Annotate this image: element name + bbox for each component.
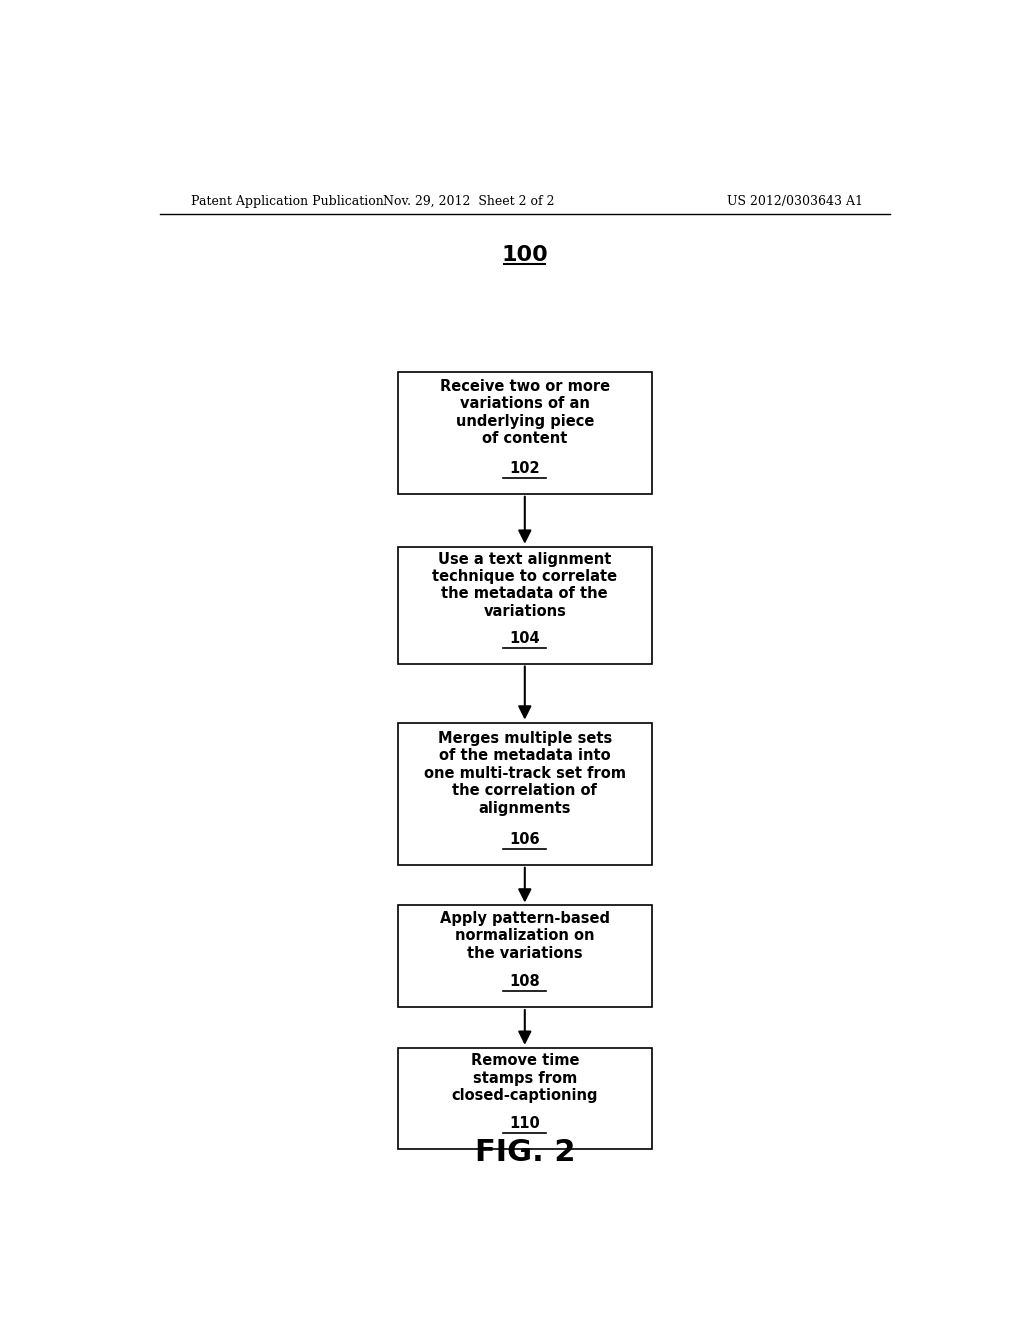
Text: 102: 102 bbox=[510, 461, 540, 477]
Text: 110: 110 bbox=[509, 1117, 541, 1131]
Bar bbox=[397, 906, 651, 1007]
Text: US 2012/0303643 A1: US 2012/0303643 A1 bbox=[727, 194, 862, 207]
Text: FIG. 2: FIG. 2 bbox=[474, 1138, 575, 1167]
Text: Remove time
stamps from
closed-captioning: Remove time stamps from closed-captionin… bbox=[452, 1053, 598, 1104]
Text: Merges multiple sets
of the metadata into
one multi-track set from
the correlati: Merges multiple sets of the metadata int… bbox=[424, 731, 626, 816]
Bar bbox=[397, 722, 651, 865]
Text: Apply pattern-based
normalization on
the variations: Apply pattern-based normalization on the… bbox=[439, 911, 610, 961]
Bar bbox=[397, 372, 651, 494]
Bar bbox=[397, 548, 651, 664]
Text: 104: 104 bbox=[510, 631, 540, 647]
Text: Nov. 29, 2012  Sheet 2 of 2: Nov. 29, 2012 Sheet 2 of 2 bbox=[384, 194, 555, 207]
Text: 106: 106 bbox=[510, 832, 540, 847]
Text: 108: 108 bbox=[509, 974, 541, 989]
Text: Use a text alignment
technique to correlate
the metadata of the
variations: Use a text alignment technique to correl… bbox=[432, 552, 617, 619]
Text: 100: 100 bbox=[502, 246, 548, 265]
Bar bbox=[397, 1048, 651, 1150]
Text: Receive two or more
variations of an
underlying piece
of content: Receive two or more variations of an und… bbox=[439, 379, 610, 446]
Text: Patent Application Publication: Patent Application Publication bbox=[191, 194, 384, 207]
